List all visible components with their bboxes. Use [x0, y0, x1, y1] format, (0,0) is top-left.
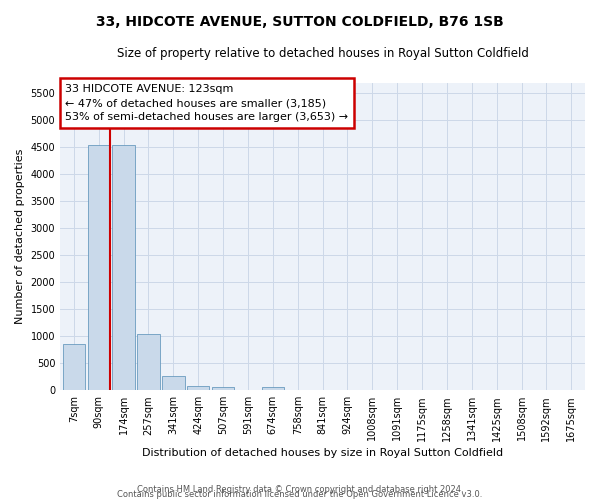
Text: 33 HIDCOTE AVENUE: 123sqm
← 47% of detached houses are smaller (3,185)
53% of se: 33 HIDCOTE AVENUE: 123sqm ← 47% of detac…: [65, 84, 349, 122]
Bar: [262, 387, 284, 390]
Bar: [112, 144, 135, 390]
Bar: [88, 144, 110, 390]
Bar: [162, 376, 185, 390]
Text: Contains public sector information licensed under the Open Government Licence v3: Contains public sector information licen…: [118, 490, 482, 499]
Bar: [187, 386, 209, 390]
Title: Size of property relative to detached houses in Royal Sutton Coldfield: Size of property relative to detached ho…: [116, 48, 529, 60]
X-axis label: Distribution of detached houses by size in Royal Sutton Coldfield: Distribution of detached houses by size …: [142, 448, 503, 458]
Bar: [137, 334, 160, 390]
Bar: [62, 344, 85, 390]
Bar: [212, 386, 234, 390]
Y-axis label: Number of detached properties: Number of detached properties: [15, 148, 25, 324]
Text: Contains HM Land Registry data © Crown copyright and database right 2024.: Contains HM Land Registry data © Crown c…: [137, 484, 463, 494]
Text: 33, HIDCOTE AVENUE, SUTTON COLDFIELD, B76 1SB: 33, HIDCOTE AVENUE, SUTTON COLDFIELD, B7…: [96, 15, 504, 29]
